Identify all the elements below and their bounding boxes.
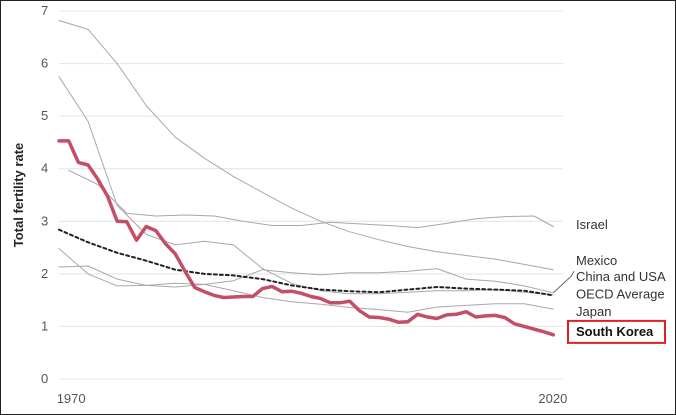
series-line-japan	[58, 265, 554, 313]
x-tick-label: 2020	[538, 391, 567, 406]
y-tick-label: 1	[41, 318, 48, 333]
x-tick-label: 1970	[57, 391, 86, 406]
y-axis-label: Total fertility rate	[11, 143, 26, 248]
series-line-israel	[68, 169, 554, 229]
series-line-south-korea	[57, 139, 556, 337]
y-tick-label: 0	[41, 371, 48, 386]
series-label-japan: Japan	[576, 304, 611, 319]
series-label-south-korea: South Korea	[576, 324, 654, 339]
series-label-china-and-usa: China and USA	[576, 269, 666, 284]
y-tick-label: 5	[41, 108, 48, 123]
label-connector	[552, 270, 575, 294]
highlight-label-box	[567, 319, 666, 344]
series-line-china	[58, 76, 554, 296]
y-tick-label: 3	[41, 213, 48, 228]
series-line-oecd-average	[58, 228, 555, 297]
series-label-oecd-average: OECD Average	[576, 287, 665, 302]
y-tick-label: 6	[41, 56, 48, 71]
series-label-mexico: Mexico	[576, 253, 617, 268]
series-label-israel: Israel	[576, 217, 608, 232]
y-tick-label: 7	[41, 3, 48, 18]
series-line-mexico	[58, 20, 554, 271]
y-tick-label: 2	[41, 266, 48, 281]
series-line-usa	[58, 248, 554, 294]
y-tick-label: 4	[41, 161, 48, 176]
